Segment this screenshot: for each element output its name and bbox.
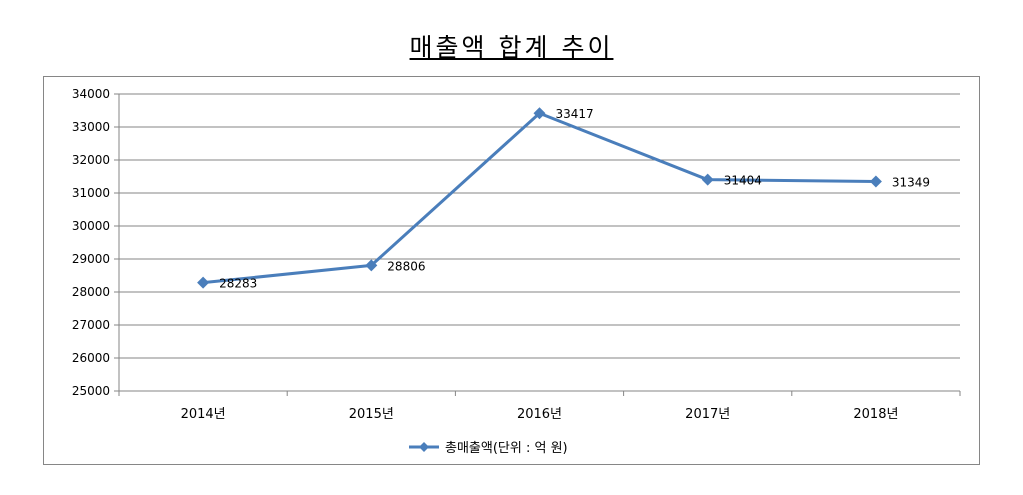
chart-frame	[43, 76, 980, 465]
data-point-marker	[869, 175, 882, 188]
data-label: 28806	[387, 259, 425, 273]
data-label: 31404	[724, 174, 762, 188]
data-point-marker	[533, 107, 546, 120]
x-tick-label: 2015년	[349, 407, 394, 422]
x-tick-labels: 2014년 2015년 2016년 2017년 2018년	[181, 407, 899, 422]
x-tick-label: 2018년	[853, 407, 898, 422]
series-layer	[197, 107, 882, 289]
data-point-marker	[197, 276, 210, 289]
x-tick-label: 2016년	[517, 407, 562, 422]
y-tick-labels: 25000 26000 27000 28000 29000 30000 31000 32000…	[72, 87, 110, 398]
y-tick-label: 29000	[72, 252, 110, 266]
legend: 총매출액(단위 : 억 원)	[409, 441, 568, 456]
y-tick-label: 33000	[72, 120, 110, 134]
y-tick-label: 26000	[72, 351, 110, 365]
data-label: 28283	[219, 277, 257, 291]
y-tick-label: 32000	[72, 153, 110, 167]
y-tick-label: 31000	[72, 186, 110, 200]
y-tick-label: 34000	[72, 87, 110, 101]
data-point-marker	[701, 173, 714, 186]
axes	[114, 93, 961, 396]
y-tick-label: 30000	[72, 219, 110, 233]
data-point-marker	[365, 259, 378, 272]
gridlines	[119, 93, 960, 392]
data-labels: 28283 28806 33417 31404 31349	[219, 107, 930, 290]
x-tick-label: 2014년	[181, 407, 226, 422]
series-line	[202, 111, 876, 285]
data-label: 31349	[892, 175, 930, 189]
legend-label: 총매출액(단위 : 억 원)	[445, 441, 568, 456]
legend-swatch-marker	[419, 442, 429, 452]
chart-title: 매출액 합계 추이	[409, 33, 614, 62]
x-tick-label: 2017년	[685, 407, 730, 422]
y-tick-label: 25000	[72, 384, 110, 398]
y-tick-label: 27000	[72, 318, 110, 332]
data-label: 33417	[556, 107, 594, 121]
y-tick-label: 28000	[72, 285, 110, 299]
